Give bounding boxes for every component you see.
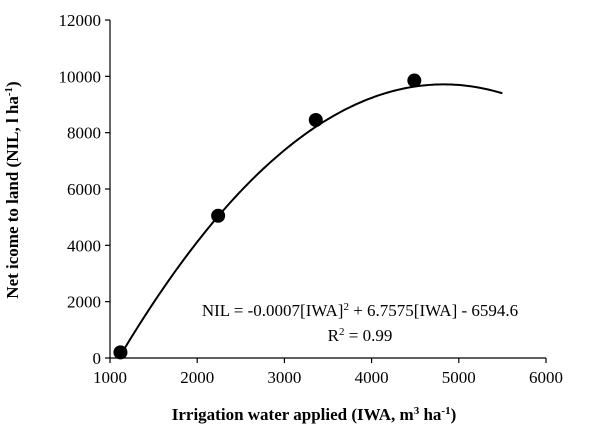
y-axis-title: Net icome to land (NIL, l ha-1) — [3, 81, 22, 298]
y-tick-label: 0 — [93, 349, 102, 368]
y-tick-label: 10000 — [59, 67, 102, 86]
x-tick-label: 5000 — [442, 368, 476, 387]
y-tick-label: 2000 — [67, 293, 101, 312]
y-ticks: 0 2000 4000 6000 8000 10000 12000 — [59, 11, 110, 368]
x-tick-label: 1000 — [93, 368, 127, 387]
trendline-equation: NIL = -0.0007[IWA]2 + 6.7575[IWA] - 6594… — [202, 301, 518, 320]
data-point — [308, 112, 323, 127]
x-tick-label: 3000 — [267, 368, 301, 387]
x-tick-label: 4000 — [355, 368, 389, 387]
x-tick-label: 6000 — [529, 368, 563, 387]
data-points — [113, 73, 422, 360]
x-ticks: 1000 2000 3000 4000 5000 6000 — [93, 358, 563, 387]
y-tick-label: 6000 — [67, 180, 101, 199]
y-tick-label: 4000 — [67, 236, 101, 255]
y-tick-label: 8000 — [67, 124, 101, 143]
data-point — [407, 73, 422, 88]
trendline — [119, 83, 503, 356]
data-point — [211, 208, 226, 223]
data-point — [113, 345, 128, 360]
r-squared-label: R2 = 0.99 — [328, 326, 393, 345]
x-axis-title: Irrigation water applied (IWA, m3 ha-1) — [172, 405, 457, 424]
y-tick-label: 12000 — [59, 11, 102, 30]
x-tick-label: 2000 — [180, 368, 214, 387]
